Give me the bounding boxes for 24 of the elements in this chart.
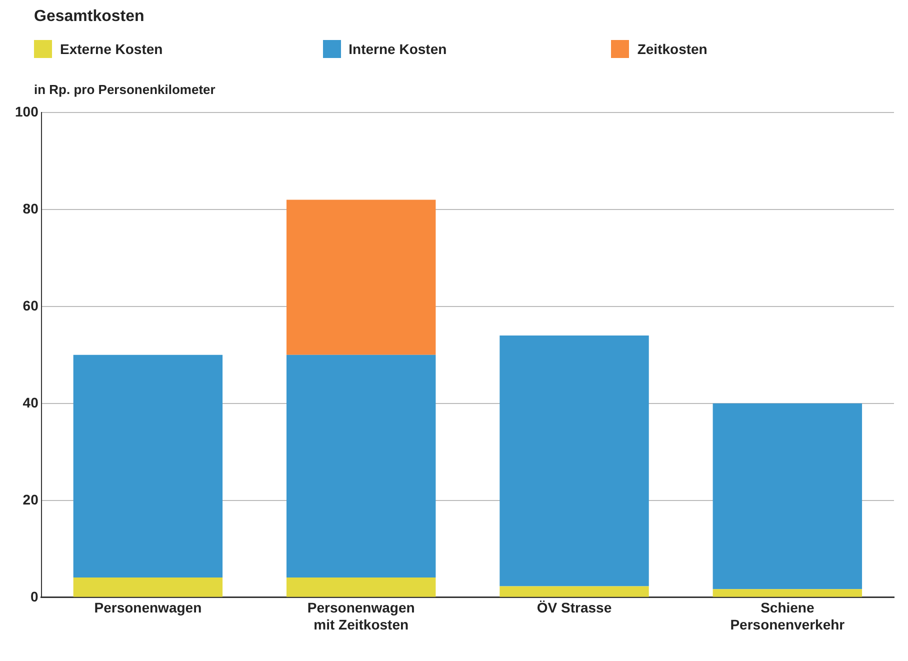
- x-tick-label: Personenwagen mit Zeitkosten: [307, 600, 415, 632]
- bar: [286, 354, 436, 578]
- chart-title: Gesamtkosten: [34, 8, 146, 26]
- bar: [712, 589, 862, 597]
- legend-label: Interne Kosten: [348, 41, 447, 57]
- y-axis-title: in Rp. pro Personenkilometer: [34, 82, 216, 97]
- bar: [286, 578, 436, 597]
- y-tick-label: 80: [22, 200, 39, 216]
- y-tick-label: 60: [22, 297, 39, 314]
- x-tick-label: ÖV Strasse: [536, 600, 612, 616]
- bar: [712, 403, 862, 590]
- bar: [500, 586, 649, 597]
- y-tick-label: 100: [15, 103, 39, 120]
- x-tick-label: Schiene Personenverkehr: [730, 600, 846, 632]
- y-tick-label: 20: [22, 491, 39, 508]
- y-tick-label: 40: [22, 394, 39, 410]
- y-tick-label: 0: [30, 588, 39, 604]
- bar: [286, 200, 436, 355]
- x-tick-label: Personenwagen: [94, 600, 202, 616]
- legend-label: Zeitkosten: [637, 41, 708, 57]
- legend-label: Externe Kosten: [60, 41, 163, 57]
- bar: [500, 336, 649, 586]
- bar: [73, 354, 223, 578]
- bar: [73, 578, 223, 597]
